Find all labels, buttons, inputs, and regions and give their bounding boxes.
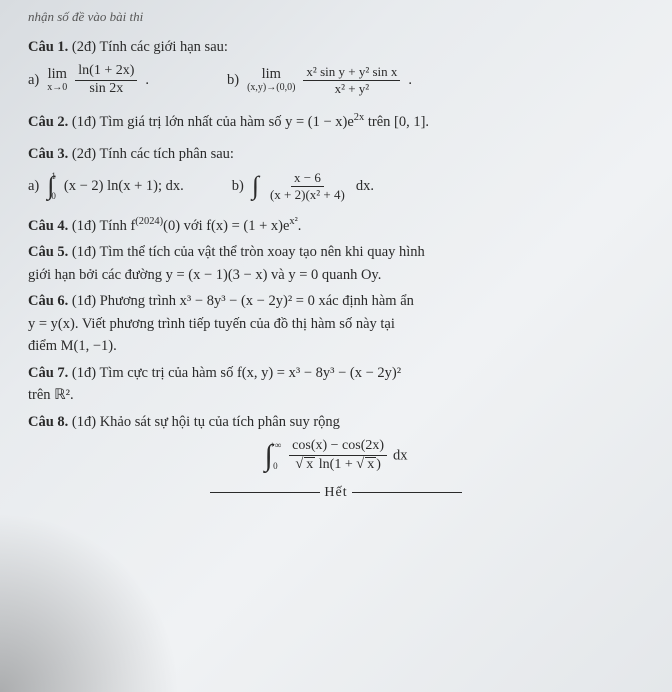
q8: Câu 8. (1đ) Khảo sát sự hội tụ của tích … — [28, 411, 644, 433]
q3-b-int-sym: ∫ — [252, 176, 259, 197]
q1-a-num: ln(1 + 2x) — [75, 64, 137, 81]
q8-frac: cos(x) − cos(2x) √x ln(1 + √x) — [289, 439, 387, 472]
q3-b: b) ∫ x − 6 (x + 2)(x² + 4) dx. — [232, 171, 374, 201]
q5-l1: (1đ) Tìm thể tích của vật thể tròn xoay … — [72, 244, 425, 260]
q8-sqrt2: x — [365, 457, 376, 473]
q1-a-lim-bot: x→0 — [47, 83, 67, 93]
q4-bold: Câu 4. — [28, 218, 68, 234]
q6-l2: y = y(x). Viết phương trình tiếp tuyến c… — [28, 316, 395, 332]
q1-b-lim: lim (x,y)→(0,0) — [247, 67, 295, 93]
q1-a-frac: ln(1 + 2x) sin 2x — [75, 64, 137, 96]
q4-pre: (1đ) Tính f — [72, 218, 135, 234]
q2: Câu 2. (1đ) Tìm giá trị lớn nhất của hàm… — [28, 110, 644, 133]
q3-b-frac: x − 6 (x + 2)(x² + 4) — [267, 171, 348, 201]
q6-bold: Câu 6. — [28, 293, 68, 309]
q8-tail: dx — [393, 448, 408, 464]
q1-a-den: sin 2x — [86, 81, 126, 97]
q4-mid: (0) với f(x) = (1 + x)e — [163, 218, 289, 234]
q4-tail: . — [298, 218, 302, 234]
q3-a-label: a) — [28, 176, 39, 197]
q1-options: a) lim x→0 ln(1 + 2x) sin 2x . b) lim (x… — [28, 64, 644, 96]
q1-rest: (2đ) Tính các giới hạn sau: — [72, 39, 228, 55]
q8-int-wrap: ∫ +∞ 0 — [264, 440, 283, 472]
q8-integral: ∫ +∞ 0 cos(x) − cos(2x) √x ln(1 + √x) dx — [28, 439, 644, 472]
q4: Câu 4. (1đ) Tính f(2024)(0) với f(x) = (… — [28, 214, 644, 237]
q3-rest: (2đ) Tính các tích phân sau: — [72, 146, 234, 162]
q1-b-lim-bot: (x,y)→(0,0) — [247, 83, 295, 93]
q3-options: a) ∫ 1 0 (x − 2) ln(x + 1); dx. b) ∫ x −… — [28, 171, 644, 203]
q4-sup1: (2024) — [135, 216, 163, 227]
q1-b-num: x² sin y + y² sin x — [303, 65, 400, 81]
q2-text: (1đ) Tìm giá trị lớn nhất của hàm số y =… — [72, 114, 354, 130]
q4-sup2: x² — [289, 216, 297, 227]
q8-den-mid: ln(1 + — [315, 457, 356, 472]
q6-l3: điểm M(1, −1). — [28, 338, 117, 354]
q3-b-label: b) — [232, 176, 244, 197]
q1-a-lim: lim x→0 — [47, 67, 67, 93]
q1-b-lim-top: lim — [262, 67, 281, 82]
q1-b-frac: x² sin y + y² sin x x² + y² — [303, 65, 400, 95]
q3-a-expr: (x − 2) ln(x + 1); dx. — [64, 176, 184, 197]
q5: Câu 5. (1đ) Tìm thể tích của vật thể trò… — [28, 241, 644, 286]
q3-bold: Câu 3. — [28, 146, 68, 162]
q3-b-den: (x + 2)(x² + 4) — [267, 187, 348, 202]
q1-a-label: a) — [28, 70, 39, 91]
q2-tail: trên [0, 1]. — [364, 114, 429, 130]
q7-l2: trên ℝ². — [28, 387, 74, 403]
q3-b-int: ∫ — [252, 176, 259, 197]
q3-head: Câu 3. (2đ) Tính các tích phân sau: — [28, 144, 644, 165]
q3-a: a) ∫ 1 0 (x − 2) ln(x + 1); dx. — [28, 171, 184, 203]
q2-exp: 2x — [354, 112, 364, 123]
q1-bold: Câu 1. — [28, 39, 68, 55]
q8-int-sym: ∫ — [264, 444, 272, 468]
q3-b-num: x − 6 — [291, 171, 324, 187]
q6: Câu 6. (1đ) Phương trình x³ − 8y³ − (x −… — [28, 290, 644, 357]
q1-b-dot: . — [408, 70, 412, 91]
het-line-right — [352, 492, 462, 493]
q8-rad1: √ — [295, 456, 303, 472]
q6-l1: (1đ) Phương trình x³ − 8y³ − (x − 2y)² =… — [72, 293, 414, 309]
q1-b: b) lim (x,y)→(0,0) x² sin y + y² sin x x… — [227, 65, 412, 95]
q7-l1: (1đ) Tìm cực trị của hàm số f(x, y) = x³… — [72, 365, 401, 381]
q2-bold: Câu 2. — [28, 114, 68, 130]
q3-b-tail: dx. — [356, 176, 374, 197]
q8-l1: (1đ) Khảo sát sự hội tụ của tích phân su… — [72, 414, 340, 430]
q1-head: Câu 1. (2đ) Tính các giới hạn sau: — [28, 37, 644, 58]
q1-b-den: x² + y² — [332, 81, 373, 96]
q5-bold: Câu 5. — [28, 244, 68, 260]
q1-a: a) lim x→0 ln(1 + 2x) sin 2x . — [28, 64, 149, 96]
q8-den: √x ln(1 + √x) — [292, 456, 384, 473]
top-hint: nhận số đề vào bài thi — [28, 8, 644, 27]
het-line-left — [210, 492, 320, 493]
q8-rad2: √ — [356, 456, 364, 472]
q7: Câu 7. (1đ) Tìm cực trị của hàm số f(x, … — [28, 362, 644, 407]
q8-sqrt1: x — [304, 457, 315, 473]
q7-bold: Câu 7. — [28, 365, 68, 381]
q8-bold: Câu 8. — [28, 414, 68, 430]
q5-l2: giới hạn bởi các đường y = (x − 1)(3 − x… — [28, 267, 381, 283]
footer-het: Hết — [28, 483, 644, 503]
het-text: Hết — [324, 485, 347, 500]
q8-num: cos(x) − cos(2x) — [289, 439, 387, 456]
q8-den-post: ) — [376, 457, 381, 472]
corner-shadow — [0, 512, 180, 692]
q3-a-int-sym: ∫ — [47, 176, 54, 197]
q3-a-int: ∫ 1 0 — [47, 171, 58, 203]
q1-a-lim-top: lim — [48, 67, 67, 82]
q1-a-dot: . — [145, 70, 149, 91]
q1-b-label: b) — [227, 70, 239, 91]
